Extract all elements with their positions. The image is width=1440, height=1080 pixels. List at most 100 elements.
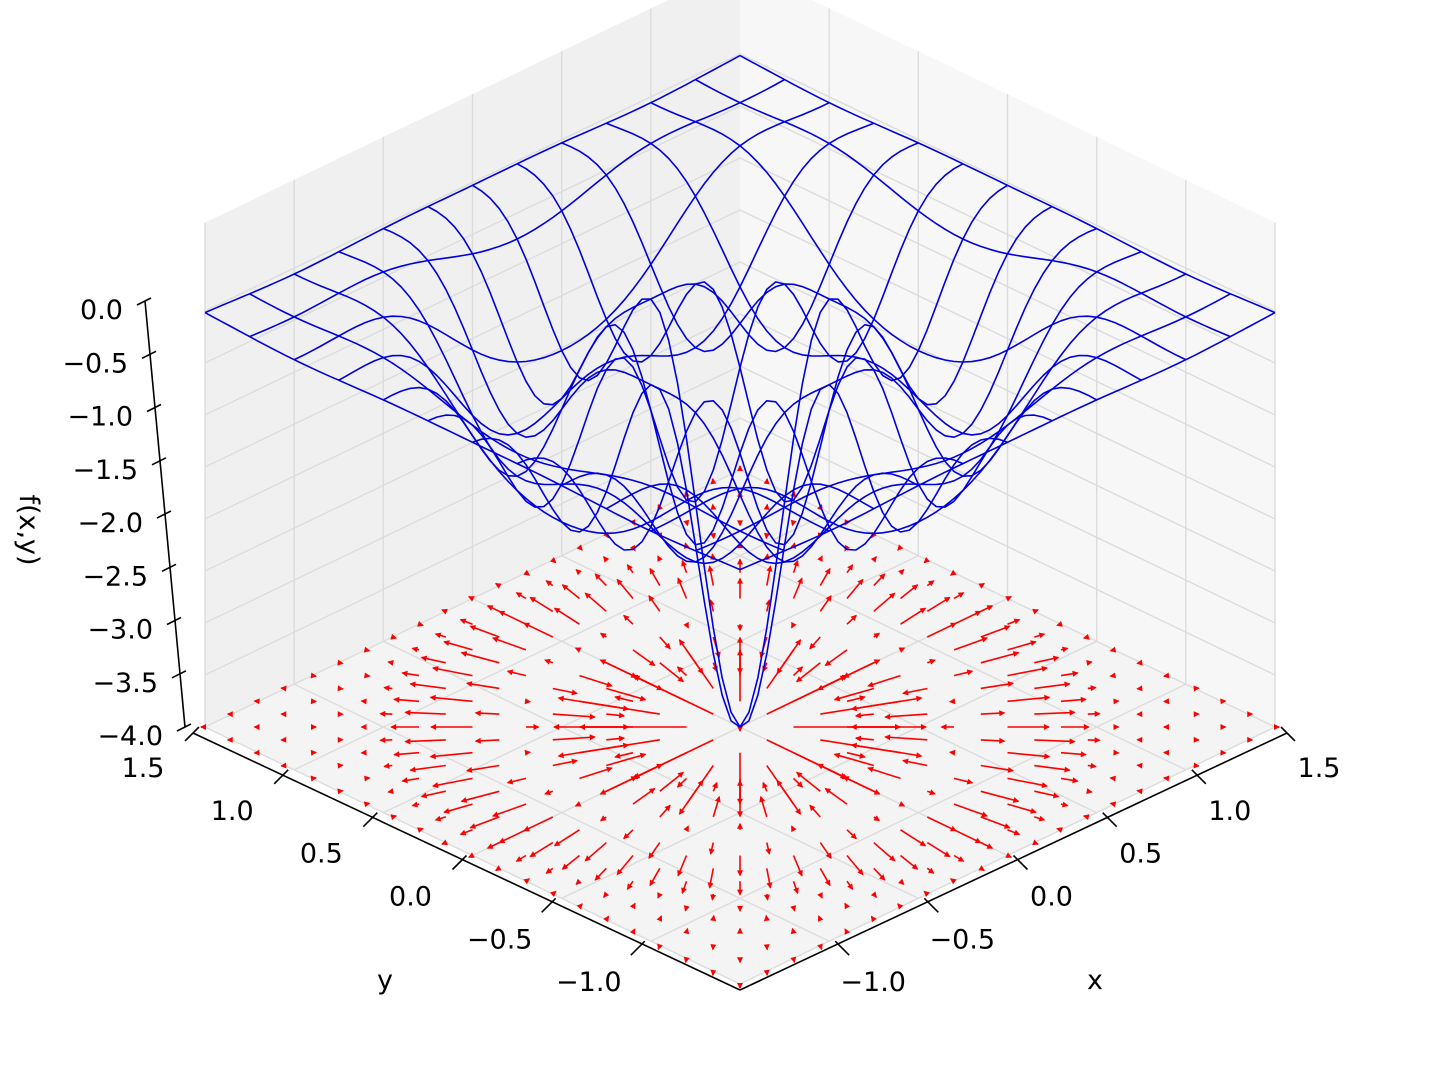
vector-arrowhead: [809, 804, 816, 812]
x-axis-line: [739, 732, 1288, 991]
vector-arrow: [851, 744, 901, 754]
vector-arrowhead: [842, 776, 850, 782]
vector-arrow: [1007, 777, 1048, 787]
z-tick-mark: [141, 350, 157, 360]
z-tick-mark: [136, 297, 152, 306]
vector-arrowhead: [545, 867, 553, 874]
vector-arrowhead: [889, 855, 896, 862]
vector-arrow: [834, 687, 875, 701]
vector-arrowhead: [553, 607, 561, 614]
vector-arrowhead: [790, 905, 797, 912]
z-tick-label: −2.5: [82, 561, 148, 592]
vector-arrowhead: [603, 915, 610, 923]
vector-arrowhead: [966, 669, 974, 676]
vector-arrow: [461, 790, 500, 803]
vector-arrowhead: [623, 614, 630, 621]
vector-arrowhead: [280, 762, 287, 769]
vector-arrowhead: [1043, 724, 1050, 730]
vector-arrowhead: [766, 882, 773, 889]
vector-arrowhead: [310, 749, 317, 756]
vector-arrow: [523, 816, 554, 832]
vector-arrow: [523, 622, 554, 638]
vector-arrowhead: [648, 852, 655, 859]
vector-arrowhead: [809, 642, 816, 650]
vector-arrowhead: [1064, 766, 1071, 773]
vector-arrowhead: [648, 595, 655, 602]
vector-arrowhead: [434, 815, 442, 822]
vector-arrow: [980, 625, 1010, 638]
vector-arrowhead: [657, 555, 663, 562]
vector-arrowhead: [974, 837, 982, 844]
x-tick-label: −1.0: [840, 967, 906, 998]
vector-arrowhead: [999, 737, 1006, 744]
wireframe-line-constant-x: [204, 54, 741, 314]
vector-arrowhead: [854, 735, 862, 742]
vector-arrowhead: [791, 825, 797, 833]
vector-arrowhead: [683, 621, 689, 629]
vector-arrowhead: [1062, 801, 1069, 808]
vector-arrowhead: [902, 758, 909, 765]
vector-arrowhead: [1193, 736, 1200, 743]
vector-arrowhead: [950, 622, 957, 629]
z-tick-label: −3.0: [87, 615, 153, 646]
z-tick-label: 0.0: [80, 295, 123, 326]
vector-arrowhead: [1005, 596, 1012, 602]
wireframe-line-constant-x: [695, 293, 1231, 552]
vector-arrowhead: [557, 752, 564, 759]
vector-arrow: [606, 753, 646, 767]
vector-arrowhead: [873, 659, 881, 665]
vector-arrowhead: [902, 689, 909, 696]
vector-arrow: [766, 674, 848, 715]
vector-arrowhead: [949, 569, 957, 576]
vector-arrow: [606, 687, 646, 701]
vector-arrowhead: [1052, 792, 1060, 799]
vector-arrowhead: [432, 782, 439, 788]
wireframe-line-constant-x: [739, 311, 1276, 571]
vector-arrowhead: [603, 556, 610, 563]
vector-arrow: [851, 700, 901, 710]
vector-arrowhead: [657, 943, 663, 951]
vector-arrowhead: [898, 878, 905, 885]
vector-arrowhead: [441, 608, 448, 615]
vector-arrowhead: [859, 695, 866, 702]
vector-arrow: [926, 816, 957, 832]
vector-arrowhead: [1080, 696, 1087, 703]
vector-arrowhead: [280, 736, 287, 743]
vector-arrowhead: [986, 605, 994, 611]
z-tick-label: −0.5: [62, 348, 128, 379]
vector-arrowhead: [1003, 625, 1011, 631]
vector-arrowhead: [898, 647, 906, 653]
vector-arrowhead: [873, 789, 881, 795]
vector-arrowhead: [1136, 659, 1143, 666]
wireframe-line-constant-x: [561, 227, 1098, 563]
vector-arrowhead: [515, 592, 523, 598]
vector-arrowhead: [639, 695, 647, 702]
vector-arrow: [867, 767, 901, 780]
vector-arrowhead: [401, 670, 408, 677]
vector-arrowhead: [763, 477, 770, 485]
grid-line-z: [204, 105, 1276, 364]
grid-line-z: [204, 53, 1276, 312]
y-tick-mark: [184, 726, 200, 742]
vector-arrowhead: [630, 776, 638, 782]
grid-line-z: [204, 417, 1276, 676]
vector-arrowhead: [1012, 651, 1020, 657]
vector-arrowhead: [683, 956, 690, 964]
vector-arrowhead: [618, 735, 626, 742]
vector-arrowhead: [576, 903, 583, 910]
vector-arrowhead: [681, 559, 687, 567]
x-tick-label: 0.5: [1119, 839, 1162, 870]
vector-arrowhead: [390, 724, 397, 730]
vector-arrowhead: [474, 737, 481, 744]
vector-arrowhead: [737, 577, 743, 584]
vector-arrowhead: [1005, 852, 1012, 858]
vector-arrowhead: [393, 696, 400, 703]
vector-arrow: [843, 776, 875, 793]
vector-arrowhead: [360, 698, 367, 705]
vector-arrowhead: [986, 843, 994, 849]
vector-arrow: [632, 763, 663, 780]
grid-line-z: [204, 157, 1276, 416]
vector-arrowhead: [710, 477, 717, 485]
vector-arrowhead: [737, 905, 743, 912]
vector-arrowhead: [1136, 685, 1143, 692]
